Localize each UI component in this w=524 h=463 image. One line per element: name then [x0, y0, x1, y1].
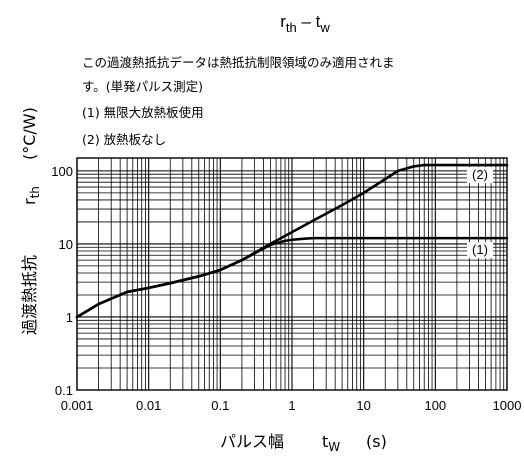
grid — [76, 158, 507, 391]
x-tick-label: 10 — [356, 398, 370, 413]
x-axis-label-unit: (s) — [366, 432, 387, 451]
note-line-4: (2) 放熱板なし — [82, 132, 167, 147]
x-axis-label-var: tW — [322, 432, 340, 454]
curves — [75, 163, 509, 319]
x-tick-label: 0.1 — [211, 398, 229, 413]
note-line-3: (1) 無限大放熱板使用 — [82, 105, 204, 120]
y-axis-label-unit: (°C/W) — [20, 107, 39, 160]
series-labels: (2) (1) — [467, 167, 493, 259]
x-tick-label: 1000 — [493, 398, 522, 413]
y-axis-label: 過渡熱抵抗 rth (°C/W) — [20, 107, 42, 335]
tick-labels: 0.001 0.01 0.1 1 10 100 1000 0.1 1 10 100 — [51, 164, 521, 413]
note-line-1: この過渡熱抵抗データは熱抵抗制限領域のみ適用されま — [82, 55, 395, 70]
series-label: (2) — [472, 167, 488, 182]
y-tick-label: 100 — [51, 164, 73, 179]
y-tick-label: 10 — [59, 237, 73, 252]
note-line-2: す。(単発パルス測定) — [82, 79, 204, 94]
series-label-bg — [467, 167, 493, 184]
plot-frame — [76, 157, 508, 391]
y-axis-label-var: rth — [20, 186, 42, 205]
x-tick-label: 0.01 — [136, 398, 161, 413]
series-label: (1) — [472, 242, 488, 257]
chart-title: rth – tw — [280, 12, 330, 35]
x-tick-label: 100 — [424, 398, 446, 413]
x-axis-label: パルス幅 tW (s) — [220, 432, 387, 454]
x-axis-label-text: パルス幅 — [220, 432, 284, 451]
y-axis-label-text: 過渡熱抵抗 — [20, 255, 39, 335]
x-tick-label: 0.001 — [61, 398, 94, 413]
y-tick-label: 1 — [66, 310, 73, 325]
y-tick-label: 0.1 — [55, 383, 73, 398]
series-line-2 — [75, 236, 509, 319]
x-tick-label: 1 — [288, 398, 295, 413]
series-label-bg — [467, 242, 493, 259]
